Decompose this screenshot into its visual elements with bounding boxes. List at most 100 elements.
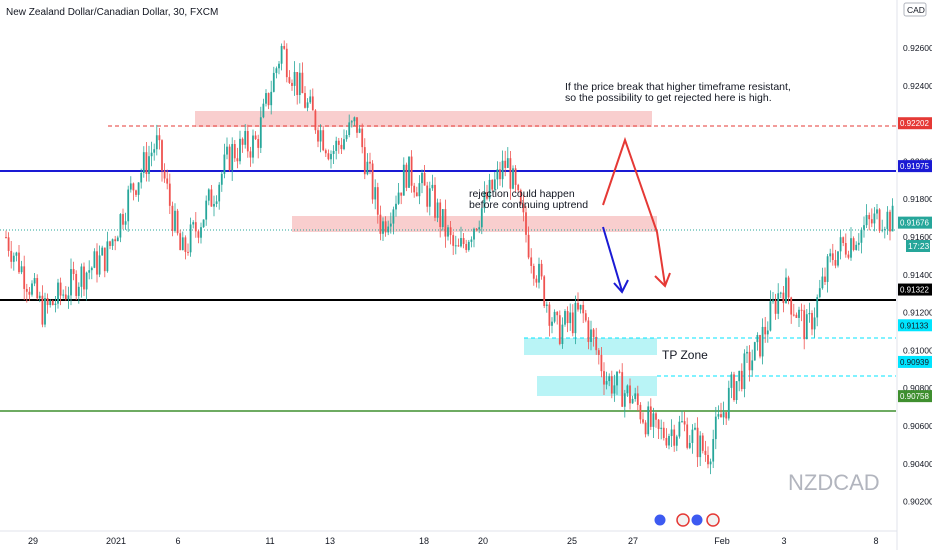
candle-up [353,117,356,122]
candle-down [644,422,647,435]
candle-up [31,283,33,295]
candle-down [707,454,709,465]
candle-up [652,413,655,427]
candle-up [174,210,176,231]
candle-down [782,292,785,304]
candle-up [605,381,608,385]
candle-up [488,179,491,199]
candle-down [532,265,535,279]
candle-up [863,225,865,230]
time-tick-label: 29 [28,536,38,546]
candle-up [428,188,431,207]
candle-down [787,277,790,298]
candle-down [795,314,798,318]
candle-down [610,376,613,394]
candle-up [348,122,351,135]
candle-down [655,413,657,420]
candle-up [805,314,808,340]
candle-up [608,376,611,382]
candle-down [166,178,169,184]
candle-down [543,276,546,307]
candle-up [769,301,772,331]
event-icon[interactable] [690,513,704,527]
event-flag-icon[interactable] [676,513,690,527]
upper-resistance-zone [195,111,652,127]
candle-down [410,156,413,186]
candle-down [597,350,600,355]
candle-down [369,161,371,164]
time-tick-label: 11 [265,536,274,546]
candle-up [727,387,730,419]
candle-up [153,149,156,153]
candle-up [501,160,504,180]
candle-down [525,212,527,235]
candle-down [556,311,559,316]
candle-up [200,227,202,238]
candle-up [259,117,262,148]
candle-up [298,72,301,96]
candle-up [319,130,322,142]
candle-up [735,381,738,401]
level-price-tag-label: 0.92202 [900,119,929,128]
level-price-tag-label: 0.91975 [900,162,929,171]
price-tick-label: 0.91800 [903,194,932,204]
candle-up [20,266,23,273]
candle-down [475,228,478,230]
candle-down [720,414,722,418]
candle-up [579,304,582,310]
candle-up [202,219,205,228]
candle-up [265,93,267,104]
candle-up [855,244,858,250]
candle-down [844,243,847,255]
candle-up [613,385,616,394]
candle-down [371,163,374,200]
candle-down [324,150,327,154]
candle-down [228,146,231,171]
candle-down [621,372,624,407]
candle-up [694,427,696,430]
candle-up [496,169,499,180]
candle-down [527,234,530,258]
candle-up [631,398,634,404]
candle-down [314,110,317,131]
candle-down [109,241,111,246]
candle-up [616,371,618,386]
candle-down [161,140,163,171]
candle-down [740,370,743,390]
time-axis[interactable]: 29 2021 6 11 13 18 20 25 27 Feb 3 8 [0,530,897,546]
candle-down [592,329,595,337]
candle-up [226,146,228,155]
candle-up [473,228,475,240]
candle-up [699,435,702,458]
candle-up [358,128,361,133]
candle-up [205,200,208,220]
candle-up [309,96,312,103]
red-projection-line [602,136,666,286]
candle-down [96,251,98,275]
price-tick-label: 0.91400 [903,270,932,280]
economic-event-icons[interactable] [653,513,720,527]
event-icon[interactable] [653,513,667,527]
event-flag-icon[interactable] [706,513,720,527]
candle-down [288,77,291,83]
candle-up [467,241,470,250]
candle-up [829,253,832,257]
candle-down [405,164,408,188]
candle-down [41,295,44,325]
candle-up [876,209,878,214]
candle-up [564,311,566,325]
candle-up [272,72,275,92]
candle-up [436,202,439,218]
candle-down [462,238,465,244]
currency-badge[interactable] [903,2,927,17]
candle-up [101,247,104,256]
candle-down [257,139,260,148]
price-axis[interactable]: CAD 0.926000.924000.920000.918000.916000… [896,0,932,550]
candle-down [686,424,689,448]
candle-up [678,421,681,437]
candle-down [176,210,179,234]
candle-up [335,140,338,151]
time-tick-label: 8 [873,536,878,546]
candle-up [691,429,694,443]
